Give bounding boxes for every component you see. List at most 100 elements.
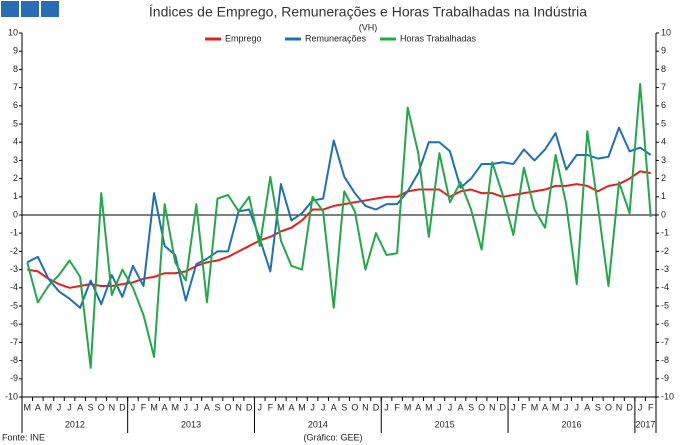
year-label: 2015: [435, 419, 455, 429]
y-tick-label: 7: [13, 82, 18, 92]
x-tick-label: M: [150, 402, 158, 412]
legend-label: Horas Trabalhadas: [400, 33, 477, 43]
y-tick-label: 5: [13, 118, 18, 128]
x-tick-label: J: [57, 402, 62, 412]
y2-tick-label: 2: [661, 173, 666, 183]
x-tick-label: S: [214, 402, 220, 412]
x-tick-label: D: [246, 402, 253, 412]
x-tick-label: S: [595, 402, 601, 412]
x-tick-label: N: [616, 402, 623, 412]
x-tick-label: A: [542, 402, 548, 412]
x-tick-label: J: [564, 402, 569, 412]
x-tick-label: J: [258, 402, 263, 412]
y2-tick-label: 0: [661, 209, 666, 219]
x-tick-label: A: [204, 402, 210, 412]
logo-block: [1, 1, 19, 17]
y-tick-label: 6: [13, 100, 18, 110]
y-tick-label: 2: [13, 173, 18, 183]
y-tick-label: -5: [10, 300, 18, 310]
logo-block: [41, 1, 59, 17]
x-tick-label: D: [373, 402, 380, 412]
y2-tick-label: -5: [661, 300, 669, 310]
y-tick-label: 1: [13, 191, 18, 201]
x-tick-label: N: [362, 402, 369, 412]
y2-tick-label: 8: [661, 64, 666, 74]
y-tick-label: 9: [13, 46, 18, 56]
x-tick-label: A: [77, 402, 83, 412]
y-tick-label: -3: [10, 264, 18, 274]
y2-tick-label: -4: [661, 282, 669, 292]
y2-tick-label: -9: [661, 373, 669, 383]
x-tick-label: M: [425, 402, 433, 412]
x-tick-label: J: [638, 402, 643, 412]
x-tick-label: M: [45, 402, 53, 412]
x-tick-label: A: [415, 402, 421, 412]
x-tick-label: J: [448, 402, 453, 412]
x-tick-label: O: [478, 402, 485, 412]
y2-tick-label: 9: [661, 46, 666, 56]
x-tick-label: N: [109, 402, 116, 412]
y-tick-label: 3: [13, 155, 18, 165]
x-tick-label: M: [277, 402, 285, 412]
x-tick-label: A: [35, 402, 41, 412]
x-tick-label: M: [298, 402, 306, 412]
x-tick-label: F: [648, 402, 654, 412]
x-tick-label: O: [605, 402, 612, 412]
y-tick-label: -4: [10, 282, 18, 292]
x-tick-label: J: [384, 402, 389, 412]
x-tick-label: O: [351, 402, 358, 412]
x-tick-label: M: [404, 402, 412, 412]
x-tick-label: J: [575, 402, 580, 412]
y-tick-label: 8: [13, 64, 18, 74]
x-tick-label: J: [511, 402, 516, 412]
y-tick-label: -2: [10, 246, 18, 256]
year-label: 2016: [561, 419, 581, 429]
year-label: 2012: [65, 419, 85, 429]
y-tick-label: -7: [10, 337, 18, 347]
y2-tick-label: -8: [661, 355, 669, 365]
x-tick-label: A: [288, 402, 294, 412]
legend-label: Remunerações: [305, 33, 367, 43]
y-tick-label: -1: [10, 228, 18, 238]
x-tick-label: A: [162, 402, 168, 412]
x-tick-label: J: [184, 402, 189, 412]
legend-label: Emprego: [225, 33, 262, 43]
y-tick-label: -8: [10, 355, 18, 365]
x-tick-label: J: [67, 402, 72, 412]
y-tick-label: 4: [13, 137, 18, 147]
x-tick-label: D: [500, 402, 507, 412]
x-tick-label: N: [235, 402, 242, 412]
year-label: 2014: [308, 419, 328, 429]
x-tick-label: A: [584, 402, 590, 412]
y2-tick-label: 5: [661, 118, 666, 128]
y2-tick-label: -2: [661, 246, 669, 256]
y-tick-label: -6: [10, 319, 18, 329]
x-tick-label: J: [131, 402, 136, 412]
x-tick-label: J: [310, 402, 315, 412]
x-tick-label: D: [626, 402, 633, 412]
series-line: [27, 170, 651, 289]
x-tick-label: D: [119, 402, 126, 412]
x-tick-label: S: [88, 402, 94, 412]
x-tick-label: O: [98, 402, 105, 412]
x-tick-label: J: [194, 402, 199, 412]
x-tick-label: M: [24, 402, 32, 412]
x-tick-label: F: [141, 402, 147, 412]
x-tick-label: M: [531, 402, 539, 412]
x-tick-label: M: [171, 402, 179, 412]
chart-title: Índices de Emprego, Remunerações e Horas…: [149, 4, 587, 20]
x-tick-label: O: [225, 402, 232, 412]
y-tick-label: 0: [13, 209, 18, 219]
y2-tick-label: -10: [661, 391, 674, 401]
x-tick-label: F: [521, 402, 527, 412]
x-tick-label: M: [552, 402, 560, 412]
y2-tick-label: 10: [661, 27, 671, 37]
x-tick-label: J: [437, 402, 442, 412]
y2-tick-label: 6: [661, 100, 666, 110]
x-tick-label: S: [341, 402, 347, 412]
x-tick-label: S: [468, 402, 474, 412]
y-tick-label: 10: [8, 27, 18, 37]
logo-block: [21, 1, 39, 17]
y-tick-label: -9: [10, 373, 18, 383]
